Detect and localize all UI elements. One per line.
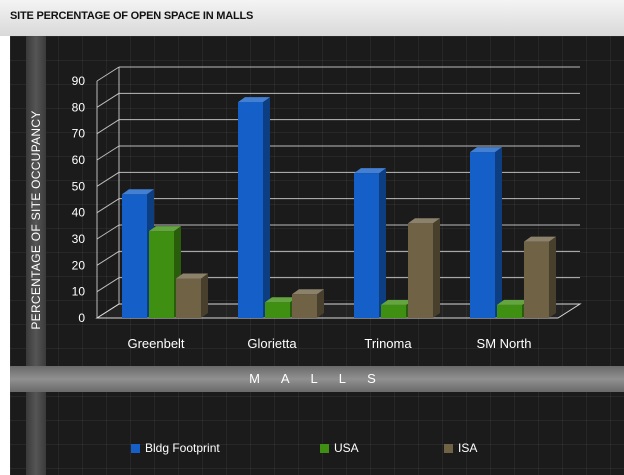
bar-top bbox=[354, 168, 386, 174]
bar-top bbox=[265, 297, 297, 303]
bar-front-isa bbox=[408, 223, 433, 318]
bar-front-isa bbox=[524, 241, 549, 318]
bar-side bbox=[549, 236, 556, 318]
bar-side bbox=[201, 273, 208, 318]
bar-top bbox=[122, 189, 154, 195]
bar-top bbox=[524, 236, 556, 242]
bar-front-isa bbox=[176, 278, 201, 318]
bar-side bbox=[495, 147, 502, 318]
y-tick-label: 80 bbox=[72, 100, 86, 114]
legend-label: USA bbox=[334, 441, 359, 455]
y-tick-label: 10 bbox=[72, 285, 86, 299]
legend-swatch bbox=[444, 443, 453, 453]
bar-top bbox=[149, 226, 181, 232]
bar-front-isa bbox=[292, 294, 317, 318]
chart-panel bbox=[10, 36, 624, 475]
y-tick-label: 0 bbox=[78, 311, 85, 325]
x-tick-label: Glorietta bbox=[247, 336, 297, 351]
y-axis-band bbox=[26, 36, 46, 475]
bar-front-usa bbox=[149, 231, 174, 318]
bar-front-usa bbox=[265, 302, 290, 318]
y-tick-label: 20 bbox=[72, 258, 86, 272]
title-band: SITE PERCENTAGE OF OPEN SPACE IN MALLS bbox=[0, 0, 624, 36]
legend-item: Bldg Footprint bbox=[131, 441, 220, 455]
bar-top bbox=[292, 289, 324, 295]
bar-front-bldg-footprint bbox=[354, 173, 379, 318]
y-tick-label: 60 bbox=[72, 153, 86, 167]
bar-front-usa bbox=[381, 304, 406, 318]
bar-side bbox=[317, 289, 324, 318]
bar-top bbox=[381, 299, 413, 305]
legend-label: ISA bbox=[458, 441, 478, 455]
gridline-depth bbox=[96, 66, 120, 82]
legend-swatch bbox=[131, 443, 140, 453]
bar-top bbox=[238, 97, 270, 103]
bar-top bbox=[176, 273, 208, 279]
bar-front-bldg-footprint bbox=[238, 102, 263, 318]
x-axis-label: M A L L S bbox=[249, 371, 385, 386]
x-tick-label: Greenbelt bbox=[127, 336, 184, 351]
gridline-depth bbox=[96, 145, 120, 161]
y-tick-label: 70 bbox=[72, 127, 86, 141]
gridline-depth bbox=[96, 224, 120, 240]
x-tick-label: Trinoma bbox=[364, 336, 412, 351]
bar-front-bldg-footprint bbox=[122, 194, 147, 318]
gridline-depth bbox=[96, 198, 120, 214]
bar-side bbox=[379, 168, 386, 318]
legend-label: Bldg Footprint bbox=[145, 441, 220, 455]
chart-title: SITE PERCENTAGE OF OPEN SPACE IN MALLS bbox=[10, 10, 254, 22]
x-tick-label: SM North bbox=[477, 336, 532, 351]
gridline-depth bbox=[96, 171, 120, 187]
bar-top bbox=[497, 299, 529, 305]
bar-side bbox=[263, 97, 270, 318]
bar-top bbox=[470, 147, 502, 153]
bar-front-usa bbox=[497, 304, 522, 318]
gridline-depth bbox=[96, 119, 120, 135]
legend-item: USA bbox=[320, 441, 359, 455]
gridline-depth bbox=[96, 277, 120, 293]
bar-front-bldg-footprint bbox=[470, 152, 495, 318]
bar-side bbox=[433, 218, 440, 318]
x-axis-band: M A L L S bbox=[10, 366, 624, 392]
gridline-depth bbox=[96, 92, 120, 108]
bar-top bbox=[408, 218, 440, 224]
y-tick-label: 30 bbox=[72, 232, 86, 246]
legend-swatch bbox=[320, 443, 329, 453]
y-tick-label: 50 bbox=[72, 179, 86, 193]
legend-item: ISA bbox=[444, 441, 477, 455]
y-tick-label: 40 bbox=[72, 206, 86, 220]
y-tick-label: 90 bbox=[72, 74, 86, 88]
gridline-depth bbox=[96, 250, 120, 266]
